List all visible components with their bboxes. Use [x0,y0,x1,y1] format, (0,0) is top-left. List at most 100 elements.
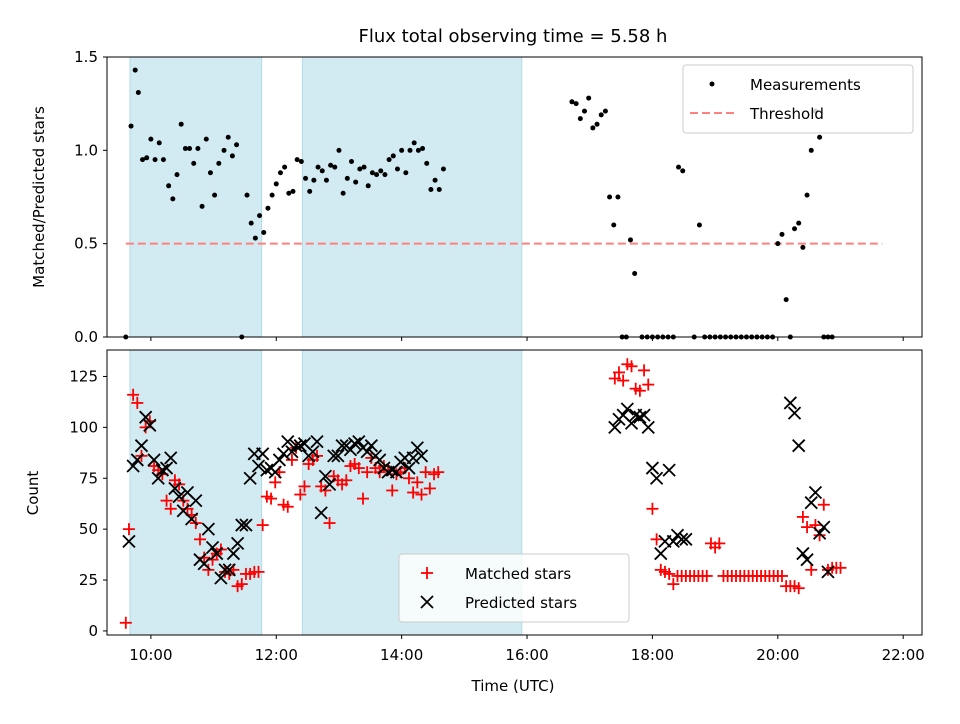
measurement-point [357,166,363,172]
measurement-point [174,172,180,178]
predicted-star-point [210,546,224,561]
measurement-point [632,271,638,277]
matched-star-point [796,510,809,523]
shaded-interval-2 [301,56,523,338]
x-tick-label: 12:00 [255,646,298,664]
matched-star-point [801,521,814,534]
legend-predicted-marker [420,595,434,609]
matched-star-point [164,502,177,515]
predicted-star-point [649,471,664,485]
measurement-point [696,222,702,228]
matched-star-point [834,561,847,574]
matched-star-point [642,378,655,391]
predicted-star-point [143,418,157,432]
predicted-star-point [633,410,647,424]
bottom-panel-y-label: Count [24,471,42,516]
measurement-point [349,159,354,165]
measurement-point [598,112,604,118]
matched-star-point [432,466,445,479]
measurement-point [607,194,613,200]
measurement-point [336,147,342,153]
top-y-tick-label: 1.0 [74,141,98,159]
bottom-y-tick-label: 0 [88,622,98,640]
measurement-point [344,175,350,181]
measurement-point [340,190,346,196]
predicted-star-point [122,534,136,548]
measurement-point [199,203,205,209]
measurement-point [298,159,304,165]
predicted-star-point [360,445,374,459]
predicted-star-point [310,434,324,449]
top-legend: Measurements Threshold [682,64,914,134]
bottom-y-tick-label: 25 [79,571,98,589]
shaded-interval-1 [129,56,263,338]
matched-star-point [638,364,651,377]
legend-measurements-marker [709,81,715,87]
predicted-star-point [410,441,424,455]
measurement-point [353,179,359,185]
measurement-point [680,168,686,174]
predicted-star-point [645,461,660,475]
measurement-point [594,121,600,127]
x-tick-label: 10:00 [129,646,172,664]
measurement-point [800,244,806,250]
measurement-point [365,183,371,189]
measurement-point [676,164,682,170]
matched-star-point [415,488,428,501]
matched-star-point [281,500,294,513]
measurement-point [152,157,158,163]
matched-star-point [202,563,215,576]
predicted-star-point [164,451,178,465]
predicted-star-point [783,396,797,410]
matched-star-point [650,533,663,546]
predicted-star-point [402,461,416,475]
top-panel-x-ticks [150,337,904,341]
predicted-star-point [322,477,337,491]
predicted-star-point [239,518,253,532]
matched-star-point [361,466,374,479]
matched-star-point [193,533,206,546]
predicted-star-point [641,420,655,434]
predicted-star-point [608,420,622,434]
predicted-star-point [347,437,362,451]
measurement-point [290,188,296,194]
measurement-point [311,177,317,183]
matched-star-point [356,492,369,505]
measurement-point [796,220,802,226]
top-panel-frame [106,56,923,338]
measurement-point [403,170,409,176]
predicted-star-point [235,518,249,532]
matched-star-point [419,466,432,479]
measurement-point [135,89,141,95]
predicted-star-point [808,485,823,500]
measurement-point [590,125,596,131]
matched-star-point [775,569,788,582]
predicted-star-point [268,465,282,479]
predicted-star-point [285,445,299,459]
measurement-point [166,183,172,189]
measurement-point [436,187,442,193]
measurement-point [394,166,400,172]
predicted-star-point [151,471,165,485]
measurement-point [170,196,176,202]
predicted-star-point [796,546,810,561]
measurement-point [615,194,621,200]
measurement-point [128,123,134,129]
matched-star-point [235,578,248,591]
top-y-tick-label: 1.5 [74,48,98,66]
predicted-star-point [679,532,693,546]
x-tick-label: 14:00 [380,646,423,664]
predicted-star-point [230,536,245,551]
predicted-star-point [289,439,303,453]
predicted-star-point [155,463,170,477]
measurement-point [424,160,430,166]
predicted-star-point [389,465,404,479]
matched-star-point [633,384,646,397]
measurement-point [577,116,583,122]
measurement-point [265,205,271,211]
matched-star-point [713,537,726,550]
predicted-star-point [172,489,186,504]
matched-star-point [663,567,676,580]
predicted-star-point [134,439,149,453]
predicted-star-point [817,520,831,534]
